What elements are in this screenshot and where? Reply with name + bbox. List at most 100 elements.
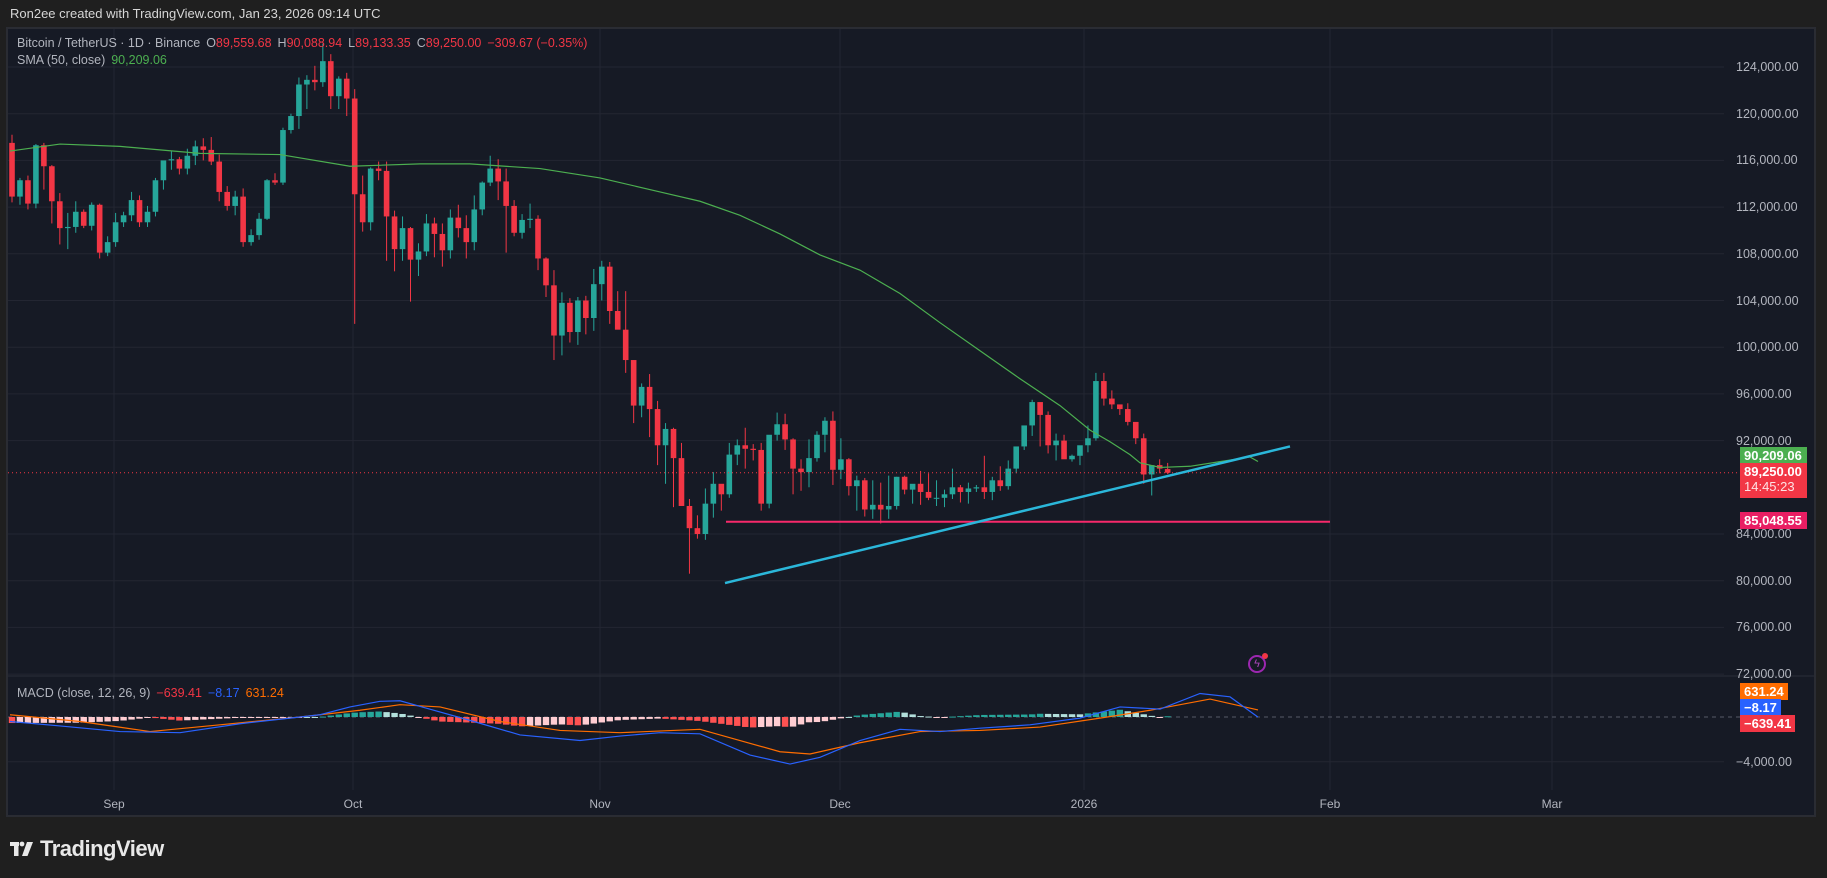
candle-body [112, 222, 119, 243]
candle-body [630, 360, 637, 406]
candle-body [128, 200, 135, 216]
macd-signal-badge: 631.24 [1740, 683, 1788, 700]
macd-histogram-bar [893, 711, 900, 717]
candle-body [88, 204, 95, 226]
candle-body [359, 194, 366, 223]
macd-histogram-bar [88, 717, 95, 723]
macd-histogram-bar [439, 717, 446, 722]
candle-body [973, 487, 980, 489]
last-price: 89,250.00 [1744, 464, 1802, 479]
bar-countdown: 14:45:23 [1744, 479, 1795, 494]
candle-body [288, 116, 294, 131]
macd-histogram-bar [789, 717, 797, 727]
candle-body [304, 79, 310, 85]
macd-histogram-bar [813, 717, 821, 723]
candle-body [224, 191, 230, 206]
candle-body [567, 302, 573, 333]
sma-label[interactable]: SMA (50, close) [17, 53, 106, 67]
candle-body [407, 228, 414, 260]
macd-histogram-bar [40, 717, 48, 723]
sma-price-badge: 90,209.06 [1740, 447, 1807, 464]
macd-histogram-bar [901, 712, 908, 717]
macd-histogram-bar [821, 717, 829, 722]
candle-body [734, 445, 741, 455]
candle-body [774, 424, 780, 435]
macd-histogram-bar [423, 717, 430, 719]
price-axis-label: 84,000.00 [1736, 527, 1792, 541]
candle-body [726, 454, 733, 495]
macd-histogram-bar [343, 713, 350, 717]
candle-body [80, 211, 87, 226]
candle-body [854, 480, 860, 487]
candle-body [1117, 404, 1123, 410]
candle-body [1164, 469, 1171, 473]
price-axis-label: 92,000.00 [1736, 433, 1792, 448]
macd-histogram-bar [399, 713, 406, 717]
macd-histogram-bar [1108, 710, 1116, 717]
macd-histogram-bar [1013, 714, 1020, 717]
candle-body [941, 494, 948, 498]
macd-histogram-bar [526, 717, 534, 726]
candle-body [168, 159, 175, 161]
candle-body [17, 180, 23, 197]
macd-histogram-bar [941, 717, 948, 718]
macd-line-value: −8.17 [207, 686, 240, 700]
candle-body [758, 449, 764, 504]
macd-label[interactable]: MACD (close, 12, 26, 9) [17, 686, 151, 700]
candle-body [120, 215, 127, 223]
macd-histogram-bar [965, 715, 972, 717]
macd-histogram-bar [136, 717, 143, 719]
macd-histogram-bar [598, 717, 605, 723]
macd-histogram-bar [638, 717, 645, 720]
macd-histogram-bar [351, 712, 358, 717]
candle-body [583, 300, 589, 319]
price-axis-label: 116,000.00 [1736, 153, 1798, 168]
macd-hist-badge: −639.41 [1740, 715, 1796, 732]
macd-signal-value: 631.24 [245, 686, 284, 700]
candle-body [1148, 465, 1155, 475]
candle-body [256, 218, 262, 236]
candle-body [718, 483, 725, 495]
macd-histogram-bar [949, 716, 956, 718]
candle-body [654, 409, 661, 446]
macd-histogram-bar [1132, 712, 1139, 717]
candle-body [1061, 440, 1067, 460]
candle-body [917, 483, 924, 492]
tradingview-logo: TradingView [10, 836, 164, 862]
macd-histogram-bar [80, 717, 87, 723]
candle-body [367, 168, 374, 223]
low-value: 89,133.35 [355, 36, 411, 50]
macd-histogram-bar [694, 717, 701, 721]
macd-histogram-bar [407, 715, 414, 717]
candle-body [104, 242, 111, 253]
tradingview-logo-icon [10, 841, 34, 857]
candle-body [702, 503, 709, 534]
candle-body [1053, 440, 1059, 446]
macd-histogram-bar [255, 717, 263, 718]
price-axis-label: 120,000.00 [1736, 106, 1799, 121]
candle-body [1021, 425, 1027, 447]
macd-histogram-bar [1140, 714, 1147, 717]
lightning-alert-icon[interactable]: ϟ [1248, 653, 1268, 673]
candle-body [192, 146, 199, 156]
macd-line-badge: −8.17 [1740, 699, 1781, 716]
price-axis-label: 80,000.00 [1736, 573, 1792, 588]
macd-histogram-bar [630, 717, 637, 720]
candle-body [614, 311, 621, 330]
macd-histogram-bar [757, 717, 765, 728]
candle-body [1093, 381, 1099, 439]
candle-body [527, 218, 533, 220]
candle-body [766, 434, 772, 504]
macd-histogram-bar [168, 717, 175, 720]
candle-body [909, 483, 916, 490]
time-axis-label: Feb [1319, 797, 1341, 811]
candle-body [606, 266, 613, 312]
candle-body [320, 61, 326, 83]
macd-histogram-bar [152, 717, 159, 719]
candle-body [399, 228, 406, 250]
symbol-title[interactable]: Bitcoin / TetherUS · 1D · Binance [17, 36, 201, 50]
candle-body [343, 78, 350, 99]
macd-histogram-bar [510, 717, 518, 726]
macd-histogram-bar [271, 717, 279, 718]
